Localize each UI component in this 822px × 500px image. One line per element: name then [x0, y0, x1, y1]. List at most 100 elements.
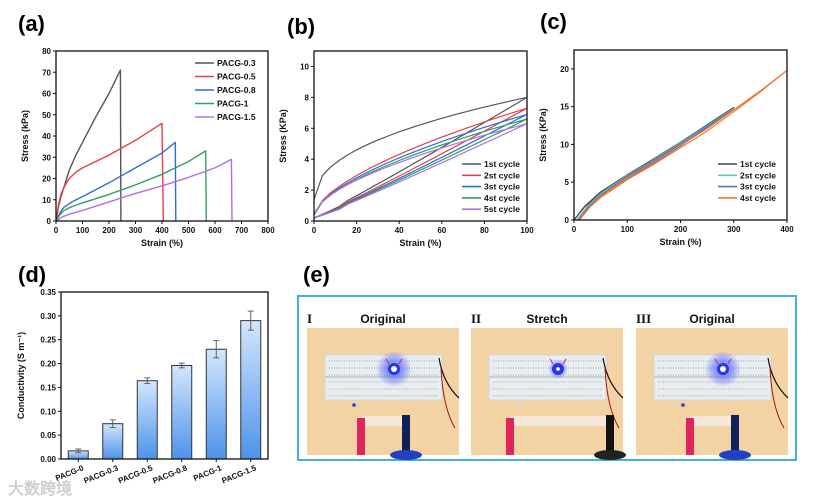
legend-item: 4st cycle: [462, 193, 520, 203]
y-tick-label: 15: [560, 103, 569, 112]
x-tick-label: 100: [520, 226, 534, 235]
panel-label-d: (d): [18, 262, 46, 287]
x-tick-label: 40: [395, 226, 404, 235]
y-tick-label: 10: [300, 62, 309, 71]
y-tick-label: 6: [305, 124, 310, 133]
legend-item: PACG-1.5: [195, 112, 256, 122]
legend-label: 2st cycle: [484, 170, 520, 180]
x-tick-label: 200: [674, 225, 688, 234]
panel-label-c: (c): [540, 9, 567, 34]
legend-label: 4st cycle: [740, 193, 776, 203]
indicator-dot: [681, 403, 685, 407]
hydrogel-strip: [690, 416, 733, 426]
chart-a: 0 100 200 300 400 500 600 700 800 0 10 20 30 40 50 60 70…: [20, 47, 275, 248]
photo-title: Original: [360, 312, 405, 326]
legend-item: 4st cycle: [718, 193, 776, 203]
bar-pacg-0.8: [171, 364, 193, 460]
x-tick-label: 0: [312, 226, 317, 235]
legend-item: 3st cycle: [462, 182, 520, 192]
led-leads: [549, 358, 567, 365]
black-wire: [602, 357, 624, 399]
black-wire: [438, 357, 460, 399]
legend-item: 3st cycle: [718, 182, 776, 192]
category-label: PACG-0: [54, 463, 85, 483]
legend-label: 5st cycle: [484, 204, 520, 214]
red-wire: [440, 367, 456, 429]
photo-1: I Original: [307, 311, 460, 460]
led-light: [720, 366, 726, 372]
clamp-base: [390, 450, 422, 460]
y-tick-label: 30: [42, 153, 51, 162]
charts-layer: 0 100 200 300 400 500 600 700 800010203040506070…: [16, 47, 797, 485]
legend-item: PACG-0.8: [195, 85, 256, 95]
category-label: PACG-0.3: [82, 463, 120, 485]
black-clamp: [402, 415, 410, 455]
y-tick-label: 0.15: [40, 383, 56, 392]
error-bar: [75, 448, 82, 454]
y-tick-label: 0: [305, 217, 310, 226]
category-label: PACG-1: [192, 463, 223, 483]
legend-label: PACG-0.5: [217, 72, 256, 82]
x-tick-label: 0: [572, 225, 577, 234]
x-tick-label: 80: [480, 226, 489, 235]
led-leads: [385, 358, 403, 365]
x-axis-label: Strain (%): [659, 237, 701, 247]
y-axis-label: Conductivity (S m⁻¹): [16, 332, 26, 419]
y-tick-label: 20: [42, 175, 51, 184]
x-tick-label: 500: [182, 226, 196, 235]
x-tick-label: 60: [437, 226, 446, 235]
x-tick-label: 400: [155, 226, 169, 235]
x-tick-label: 0: [54, 226, 59, 235]
red-clamp: [357, 418, 365, 455]
plot-frame: [55, 50, 269, 222]
x-tick-label: 100: [76, 226, 90, 235]
category-label: PACG-0.5: [117, 463, 155, 485]
led-light: [391, 366, 397, 372]
legend-item: 2st cycle: [718, 170, 776, 180]
series-line-pacg-0.3: [55, 69, 122, 222]
plot-frame: [573, 49, 788, 221]
bar-pacg-0.5: [136, 380, 158, 460]
y-tick-label: 5: [565, 178, 570, 187]
legend-item: PACG-0.5: [195, 72, 256, 82]
y-tick-label: 0: [47, 217, 52, 226]
panel-e-photos: I Original II Stretch III Original: [297, 295, 797, 461]
panel-label-e: (e): [303, 262, 330, 287]
hydrogel-strip: [361, 416, 404, 426]
legend-item: PACG-0.3: [195, 58, 256, 68]
chart-c: 0 100 200 300 400 0 5 10 15 20 Strain (%) Stress (K…: [538, 49, 794, 247]
bar-pacg-0.3: [102, 423, 124, 460]
error-bar: [247, 310, 254, 331]
error-bar: [178, 362, 185, 369]
error-bar: [213, 340, 220, 359]
y-tick-label: 70: [42, 68, 51, 77]
black-clamp: [731, 415, 739, 455]
legend-label: PACG-0.8: [217, 85, 256, 95]
red-clamp: [506, 418, 514, 455]
legend-label: 1st cycle: [484, 159, 520, 169]
photo-title: Stretch: [526, 312, 567, 326]
chart-d: 0.00 0.05 0.10 0.15 0.20 0.25 0.30 0.35 Conducti…: [16, 288, 269, 485]
x-tick-label: 100: [621, 225, 635, 234]
clamp-base: [594, 450, 626, 460]
y-tick-label: 0.20: [40, 360, 56, 369]
red-wire: [604, 367, 620, 429]
photo-numeral: II: [471, 311, 481, 326]
photo-title: Original: [689, 312, 734, 326]
series-line-pacg-0.8: [55, 141, 177, 222]
y-tick-label: 0.05: [40, 431, 56, 440]
x-tick-label: 400: [780, 225, 794, 234]
led-leads: [714, 358, 732, 365]
x-tick-label: 700: [235, 226, 249, 235]
panel-label-a: (a): [18, 11, 45, 36]
y-tick-label: 0.25: [40, 336, 56, 345]
legend-label: 3st cycle: [484, 182, 520, 192]
x-tick-label: 20: [352, 226, 361, 235]
red-clamp: [686, 418, 694, 455]
y-tick-label: 0: [565, 216, 570, 225]
y-tick-label: 10: [42, 196, 51, 205]
red-wire: [769, 367, 785, 429]
x-tick-label: 200: [102, 226, 116, 235]
photo-2: II Stretch: [471, 311, 626, 460]
